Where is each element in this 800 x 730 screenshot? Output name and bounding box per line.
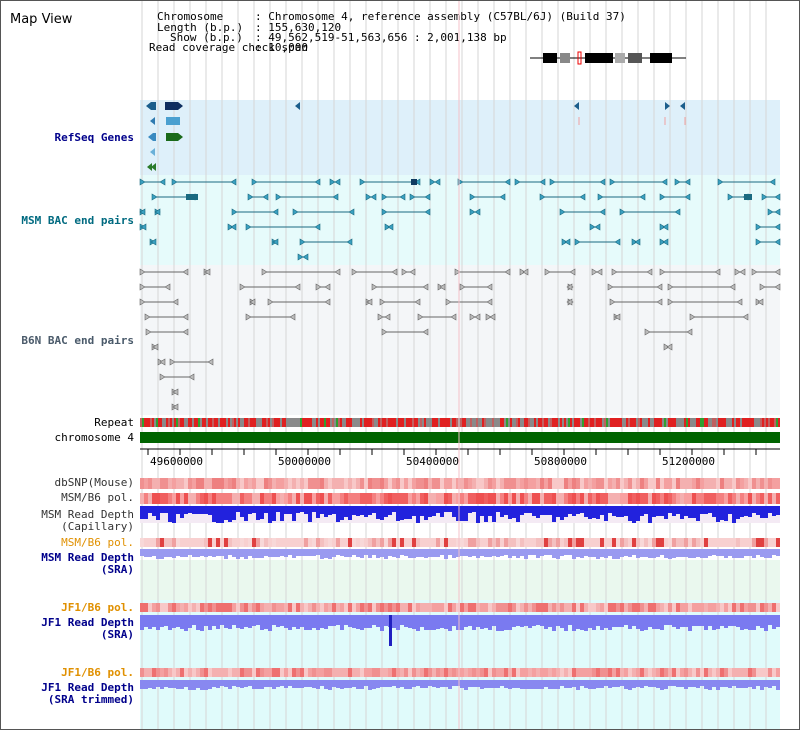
jf1-pol-track[interactable] xyxy=(140,603,780,612)
track-labels: RefSeq Genes MSM BAC end pairs B6N BAC e… xyxy=(21,131,134,706)
length-key: Length (b.p.) xyxy=(157,21,243,34)
axis-tick-label: 50800000 xyxy=(534,455,587,468)
label-msm-depth-capillary-2: (Capillary) xyxy=(61,520,134,533)
label-jf1-pol: JF1/B6 pol. xyxy=(61,601,134,614)
label-jf1-depth-sra: JF1 Read Depth xyxy=(41,616,134,629)
label-msm-pol: MSM/B6 pol. xyxy=(61,491,134,504)
label-msm-bac[interactable]: MSM BAC end pairs xyxy=(21,214,134,227)
coverage-key: Read coverage check span xyxy=(149,41,308,54)
msm-pol-track[interactable] xyxy=(140,493,780,504)
label-msm-depth-sra-2: (SRA) xyxy=(101,563,134,576)
label-jf1-depth-sra-2: (SRA) xyxy=(101,628,134,641)
msm-pol-track-2[interactable] xyxy=(140,538,780,547)
b6n-bac-pairs[interactable] xyxy=(139,268,781,411)
msm-bac-pairs[interactable] xyxy=(139,178,781,261)
chromosome-ideogram-icon[interactable] xyxy=(530,51,686,65)
refseq-gene-glyphs[interactable] xyxy=(146,102,686,171)
msm-bac-track-background xyxy=(140,175,780,265)
label-jf1-pol-2: JF1/B6 pol. xyxy=(61,666,134,679)
repeat-track[interactable] xyxy=(140,418,780,427)
refseq-track-background xyxy=(140,100,780,175)
chromosome-value: : Chromosome 4, reference assembly (C57B… xyxy=(255,10,626,23)
label-chromosome: chromosome 4 xyxy=(55,431,135,444)
label-b6n-bac[interactable]: B6N BAC end pairs xyxy=(21,334,134,347)
chromosome-bar[interactable] xyxy=(140,432,780,443)
label-msm-depth-sra: MSM Read Depth xyxy=(41,551,134,564)
label-jf1-depth-trimmed-2: (SRA trimmed) xyxy=(48,693,134,706)
axis-tick-label: 50400000 xyxy=(406,455,459,468)
dbsnp-track[interactable] xyxy=(140,478,780,489)
coverage-value: : 10,000 xyxy=(255,41,308,54)
label-msm-depth-capillary: MSM Read Depth xyxy=(41,508,134,521)
axis-tick-label: 51200000 xyxy=(662,455,715,468)
label-repeat: Repeat xyxy=(94,416,134,429)
jf1-depth-sra-track[interactable] xyxy=(140,615,780,646)
jf1-depth-trimmed-track[interactable] xyxy=(140,680,780,690)
label-refseq-genes[interactable]: RefSeq Genes xyxy=(55,131,134,144)
label-msm-pol-2: MSM/B6 pol. xyxy=(61,536,134,549)
position-axis: 49600000 50000000 50400000 50800000 5120… xyxy=(140,448,780,468)
label-jf1-depth-trimmed: JF1 Read Depth xyxy=(41,681,134,694)
label-dbsnp: dbSNP(Mouse) xyxy=(55,476,134,489)
show-value: : 49,562,519-51,563,656 : 2,001,138 bp xyxy=(255,31,507,44)
length-value: : 155,630,120 xyxy=(255,21,341,34)
axis-tick-label: 50000000 xyxy=(278,455,331,468)
msm-depth-capillary-track[interactable] xyxy=(140,506,780,523)
page-title: Map View xyxy=(10,12,73,27)
show-key: Show (b.p.) xyxy=(170,31,243,44)
jf1-pol-track-2[interactable] xyxy=(140,668,780,677)
msm-sra-background xyxy=(140,560,780,600)
chromosome-key: Chromosome xyxy=(157,10,223,23)
axis-tick-label: 49600000 xyxy=(150,455,203,468)
msm-depth-sra-track[interactable] xyxy=(140,549,780,559)
info-block: Chromosome : Chromosome 4, reference ass… xyxy=(149,10,626,54)
